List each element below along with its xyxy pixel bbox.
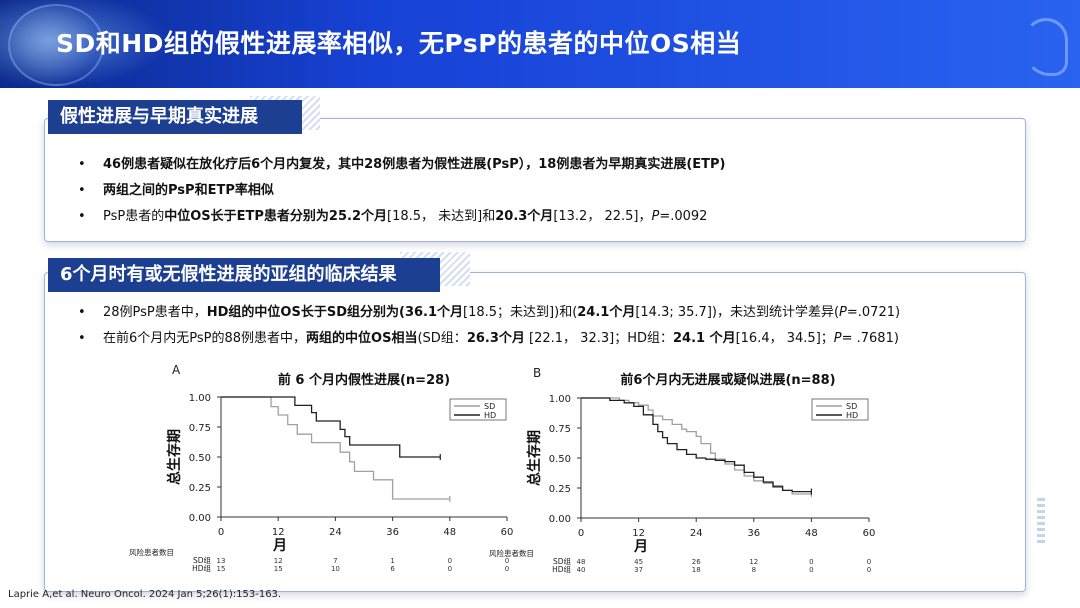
bullet-text-run: [14.3; 35.7])，未达到统计学差异( <box>635 305 840 320</box>
bullet-text-run: [18.5；未达到])和( <box>463 305 578 320</box>
bullet-text-run: 两组的中位OS相当 <box>306 331 418 346</box>
section2-bullet-1: 28例PsP患者中，HD组的中位OS长于SD组分别为(36.1个月[18.5；未… <box>78 300 900 326</box>
bullet-text-run: (SD组： <box>417 331 467 346</box>
bullet-text-run: 20.3个月 <box>495 209 554 224</box>
bullet-text-run: =.0092 <box>659 209 708 224</box>
citation: Laprie A,et al. Neuro Oncol. 2024 Jan 5;… <box>8 589 282 600</box>
section1-bullet-3: PsP患者的中位OS长于ETP患者分别为25.2个月[18.5， 未达到]和20… <box>78 204 725 230</box>
section2-bullets: 28例PsP患者中，HD组的中位OS长于SD组分别为(36.1个月[18.5；未… <box>78 300 900 352</box>
bullet-text-run: [18.5， 未达到]和 <box>387 209 496 224</box>
brain-icon <box>8 4 104 86</box>
title-banner: SD和HD组的假性进展率相似，无PsP的患者的中位OS相当 <box>0 0 1080 88</box>
section2-bullet-2: 在前6个月内无PsP的88例患者中，两组的中位OS相当(SD组：26.3个月 [… <box>78 326 900 352</box>
bullet-text-run: 在前6个月内无PsP的88例患者中， <box>103 331 307 346</box>
bullet-text-run: = .7681) <box>841 331 899 346</box>
bullet-text-run: 中位OS长于ETP患者分别为25.2个月 <box>164 209 387 224</box>
bullet-text-run: P <box>651 209 660 224</box>
bullet-text-run: 24.1 个月 <box>672 331 736 346</box>
bullet-text-run: 28例PsP患者中， <box>103 305 207 320</box>
page-title: SD和HD组的假性进展率相似，无PsP的患者的中位OS相当 <box>56 29 742 58</box>
section2-title: 6个月时有或无假性进展的亚组的临床结果 <box>48 258 440 292</box>
bullet-text-run: 两组之间的PsP和ETP率相似 <box>103 183 274 198</box>
section1-bullet-2: 两组之间的PsP和ETP率相似 <box>78 178 725 204</box>
bullet-text-run: [16.4， 34.5]； <box>735 331 834 346</box>
section1-bullet-1: 46例患者疑似在放化疗后6个月内复发，其中28例患者为假性进展(PsP），18例… <box>78 152 725 178</box>
bullet-text-run: [22.1， 32.3]；HD组： <box>524 331 673 346</box>
side-decoration <box>1037 498 1045 546</box>
bullet-text-run: =.0721) <box>846 305 901 320</box>
ear-icon <box>1024 18 1068 76</box>
bullet-text-run: 24.1个月 <box>577 305 636 320</box>
bullet-text-run: P <box>839 305 847 320</box>
section1-bullets: 46例患者疑似在放化疗后6个月内复发，其中28例患者为假性进展(PsP），18例… <box>78 152 725 230</box>
bullet-text-run: PsP患者的 <box>103 209 165 224</box>
section1-title: 假性进展与早期真实进展 <box>48 100 302 134</box>
bullet-text-run: [13.2， 22.5]， <box>553 209 652 224</box>
bullet-text-run: P <box>833 331 842 346</box>
bullet-text-run: HD组的中位OS长于SD组分别为(36.1个月 <box>206 305 464 320</box>
bullet-text-run: 26.3个月 <box>466 331 525 346</box>
bullet-text-run: 46例患者疑似在放化疗后6个月内复发，其中28例患者为假性进展(PsP），18例… <box>103 157 726 172</box>
